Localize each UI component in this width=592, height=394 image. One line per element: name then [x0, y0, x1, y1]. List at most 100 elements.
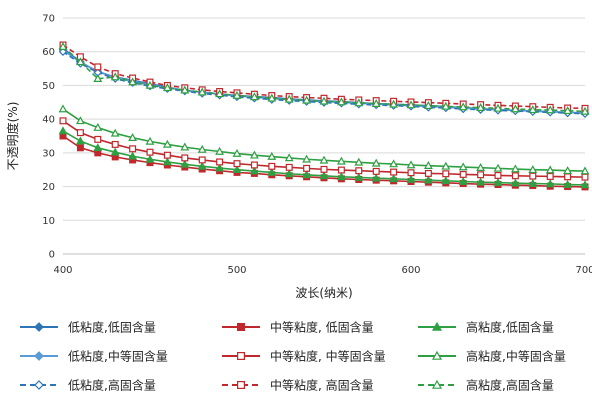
- data-point: [111, 140, 119, 148]
- x-tick-label: 600: [401, 265, 420, 276]
- data-point: [180, 142, 190, 151]
- data-point: [75, 116, 85, 125]
- legend-item: 高粘度,低固含量: [418, 320, 554, 335]
- data-point: [198, 156, 206, 164]
- data-point: [319, 171, 329, 180]
- data-point: [76, 144, 84, 152]
- legend-item: 高粘度,中等固含量: [418, 349, 566, 364]
- data-point: [441, 161, 451, 170]
- series-lines: [58, 41, 590, 191]
- data-point: [511, 172, 519, 180]
- data-point: [249, 150, 259, 159]
- data-point: [423, 175, 433, 184]
- y-tick-label: 60: [42, 47, 55, 58]
- data-point: [407, 169, 415, 177]
- axes: 0 10 20 30 40 50 60 70 400 500 600 700: [42, 14, 592, 277]
- series-3: [58, 126, 590, 189]
- data-point: [110, 72, 120, 81]
- data-point: [458, 162, 468, 171]
- data-point: [441, 176, 451, 185]
- series-5: [59, 117, 589, 181]
- y-axis-title: 不透明度(%): [5, 102, 20, 171]
- y-tick-label: 70: [42, 14, 55, 25]
- y-tick-label: 20: [42, 182, 55, 193]
- legend-label: 低粘度,中等固含量: [68, 349, 168, 364]
- data-point: [59, 117, 67, 125]
- data-point: [320, 165, 328, 173]
- legend-item: 高粘度,高固含量: [418, 378, 554, 393]
- data-point: [442, 170, 450, 178]
- data-point: [215, 89, 225, 98]
- data-point: [423, 161, 433, 169]
- data-point: [371, 158, 381, 167]
- data-point: [477, 171, 485, 179]
- data-point: [232, 90, 242, 99]
- x-tick-label: 500: [227, 265, 246, 276]
- data-point: [250, 161, 258, 169]
- y-tick-label: 30: [42, 148, 55, 159]
- data-point: [371, 98, 381, 107]
- data-point: [476, 177, 486, 186]
- y-tick-label: 40: [42, 115, 55, 126]
- data-point: [336, 172, 346, 181]
- data-point: [528, 165, 538, 174]
- data-point: [355, 167, 363, 175]
- data-point: [458, 176, 468, 185]
- data-point: [58, 47, 68, 56]
- data-point: [389, 159, 399, 168]
- legend-marker-icon: [431, 321, 443, 331]
- data-point: [284, 169, 294, 178]
- data-point: [424, 169, 432, 177]
- data-point: [249, 92, 259, 101]
- data-point: [285, 163, 293, 171]
- legend-item: 中等粘度, 高固含量: [222, 378, 374, 393]
- data-point: [528, 105, 538, 114]
- data-point: [389, 174, 399, 183]
- data-point: [563, 179, 573, 188]
- data-point: [564, 173, 572, 181]
- legend-marker-icon: [431, 379, 443, 389]
- data-point: [181, 154, 189, 162]
- data-point: [580, 106, 590, 115]
- data-point: [249, 166, 259, 175]
- data-point: [128, 151, 138, 160]
- data-point: [268, 162, 276, 170]
- data-point: [284, 94, 294, 103]
- data-point: [371, 173, 381, 182]
- data-point: [58, 126, 68, 135]
- data-point: [145, 136, 155, 145]
- legend-label: 中等粘度, 中等固含量: [270, 349, 386, 364]
- data-point: [128, 133, 138, 142]
- data-point: [563, 166, 573, 175]
- data-point: [197, 161, 207, 170]
- x-axis-title: 波长(纳米): [295, 286, 352, 300]
- data-point: [423, 101, 433, 109]
- legend-label: 高粘度,高固含量: [466, 378, 554, 393]
- legend-label: 高粘度,中等固含量: [466, 349, 566, 364]
- data-point: [510, 164, 520, 173]
- data-point: [337, 166, 345, 174]
- data-point: [476, 103, 486, 112]
- data-point: [319, 96, 329, 105]
- data-point: [146, 148, 154, 156]
- data-point: [302, 170, 312, 179]
- data-point: [129, 145, 137, 153]
- data-point: [406, 174, 416, 183]
- data-point: [162, 157, 172, 166]
- data-point: [145, 154, 155, 163]
- legend-marker-icon: [34, 322, 44, 332]
- legend-item: 低粘度,低固含量: [20, 320, 156, 335]
- legend-marker-icon: [237, 323, 246, 332]
- grid-lines: [63, 17, 585, 255]
- data-point: [145, 80, 155, 89]
- data-point: [528, 178, 538, 187]
- legend-marker-icon: [237, 352, 246, 361]
- data-point: [389, 99, 399, 108]
- data-point: [494, 171, 502, 179]
- data-point: [94, 63, 102, 71]
- y-tick-label: 10: [42, 216, 55, 227]
- legend-marker-icon: [34, 351, 44, 361]
- data-point: [406, 160, 416, 169]
- data-point: [390, 168, 398, 176]
